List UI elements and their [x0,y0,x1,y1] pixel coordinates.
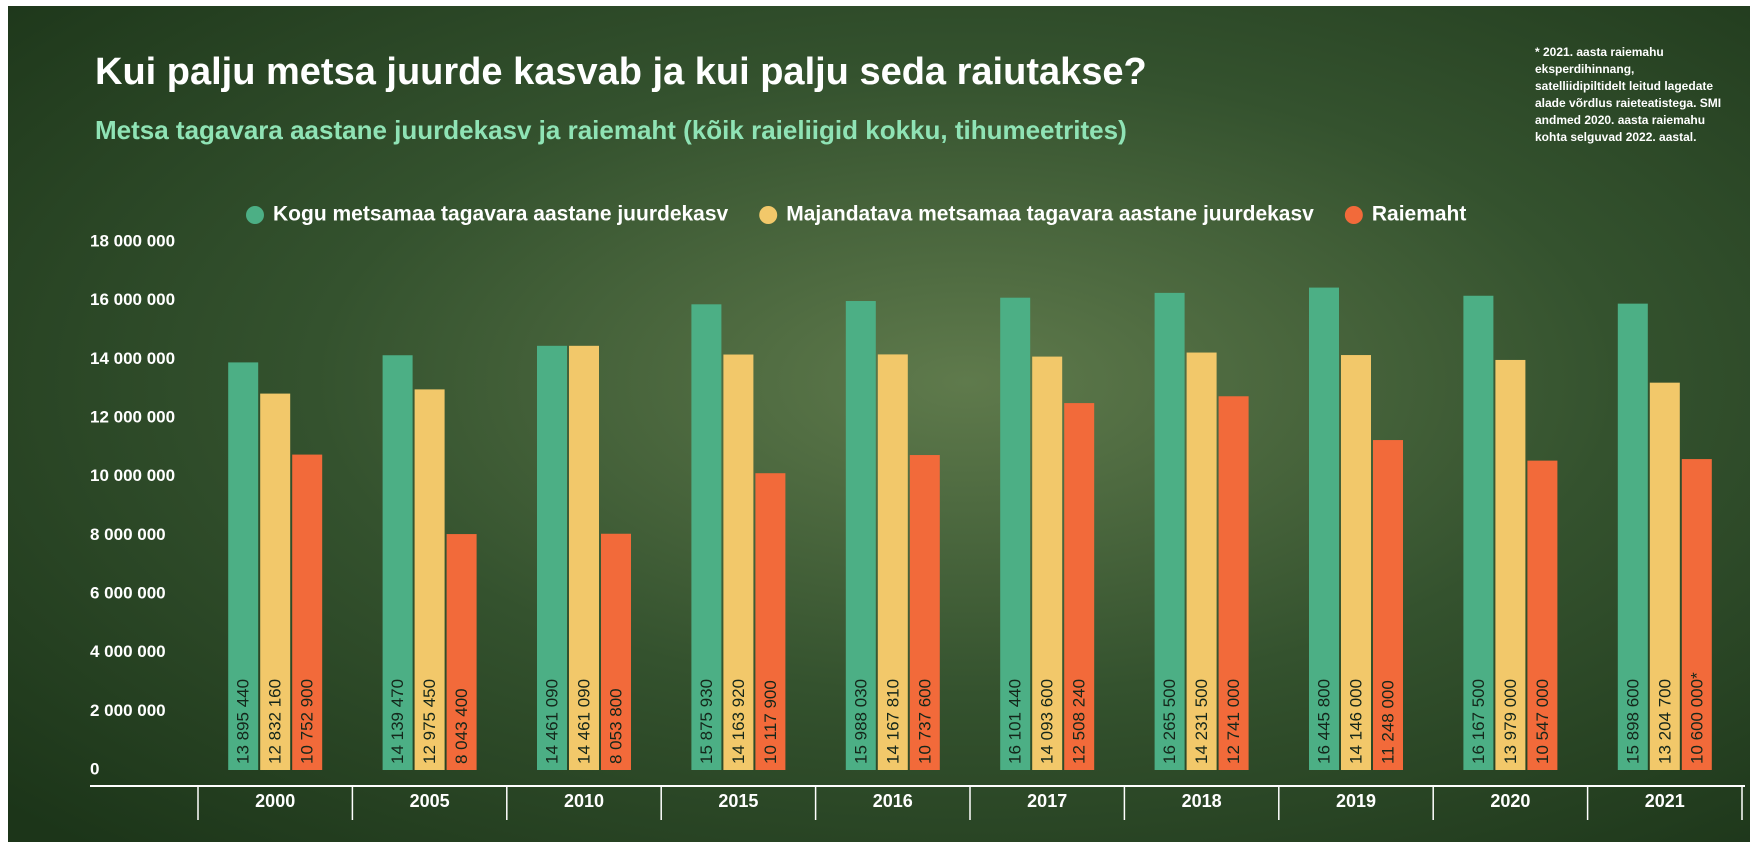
value-label: 14 093 600 [1038,679,1057,764]
value-label: 12 508 240 [1070,679,1089,764]
value-label: 13 204 700 [1655,679,1674,764]
value-label: 14 167 810 [883,679,902,764]
legend-label: Majandatava metsamaa tagavara aastane ju… [786,203,1314,226]
y-tick-label: 16 000 000 [90,290,175,309]
y-tick-label: 8 000 000 [90,525,166,544]
value-label: 14 163 920 [729,679,748,764]
chart: Kui palju metsa juurde kasvab ja kui pal… [0,0,1754,846]
x-tick-label: 2021 [1645,791,1685,811]
value-label: 10 117 900 [761,680,780,764]
y-tick-label: 0 [90,759,99,778]
value-label: 13 895 440 [234,679,253,764]
x-tick-label: 2016 [873,791,913,811]
value-label: 11 248 000 [1378,680,1397,764]
value-label: 13 979 000 [1501,679,1520,764]
y-tick-label: 14 000 000 [90,349,175,368]
y-tick-label: 6 000 000 [90,583,166,602]
value-label: 12 975 450 [420,679,439,764]
x-tick-label: 2000 [255,791,295,811]
value-label: 12 832 160 [266,679,285,764]
legend-marker [759,206,777,224]
value-label: 16 445 800 [1314,679,1333,764]
y-tick-label: 12 000 000 [90,407,175,426]
value-label: 16 101 440 [1006,679,1025,764]
x-tick-label: 2010 [564,791,604,811]
value-label: 14 146 000 [1346,679,1365,764]
x-tick-label: 2020 [1490,791,1530,811]
x-tick-label: 2019 [1336,791,1376,811]
x-tick-label: 2015 [718,791,758,811]
value-label: 10 737 600 [915,679,934,764]
chart-title: Kui palju metsa juurde kasvab ja kui pal… [95,51,1147,93]
x-tick-label: 2005 [410,791,450,811]
value-label: 10 547 000 [1533,679,1552,764]
y-tick-label: 18 000 000 [90,231,175,250]
chart-subtitle: Metsa tagavara aastane juurdekasv ja rai… [95,115,1127,145]
value-label: 14 139 470 [388,679,407,764]
footnote: * 2021. aasta raiemahu eksperdihinnang, … [1535,44,1725,146]
value-label: 14 461 090 [574,679,593,764]
legend-marker [1345,206,1363,224]
value-label: 14 461 090 [542,679,561,764]
y-tick-label: 10 000 000 [90,466,175,485]
y-tick-label: 2 000 000 [90,701,166,720]
y-tick-label: 4 000 000 [90,642,166,661]
value-label: 8 053 800 [606,688,625,764]
x-tick-label: 2018 [1182,791,1222,811]
x-tick-label: 2017 [1027,791,1067,811]
page: Kui palju metsa juurde kasvab ja kui pal… [0,0,1754,846]
value-label: 16 265 500 [1160,679,1179,764]
legend-label: Kogu metsamaa tagavara aastane juurdekas… [273,203,729,226]
value-label: 15 988 030 [851,679,870,764]
value-label: 15 875 930 [697,679,716,764]
value-label: 16 167 500 [1469,679,1488,764]
value-label: 10 752 900 [298,679,317,764]
value-label: 12 741 000 [1224,679,1243,764]
value-label: 10 600 000* [1687,672,1706,764]
value-label: 15 898 600 [1623,679,1642,764]
value-label: 8 043 400 [452,688,471,764]
value-label: 14 231 500 [1192,679,1211,764]
legend-marker [246,206,264,224]
legend-label: Raiemaht [1372,203,1467,226]
